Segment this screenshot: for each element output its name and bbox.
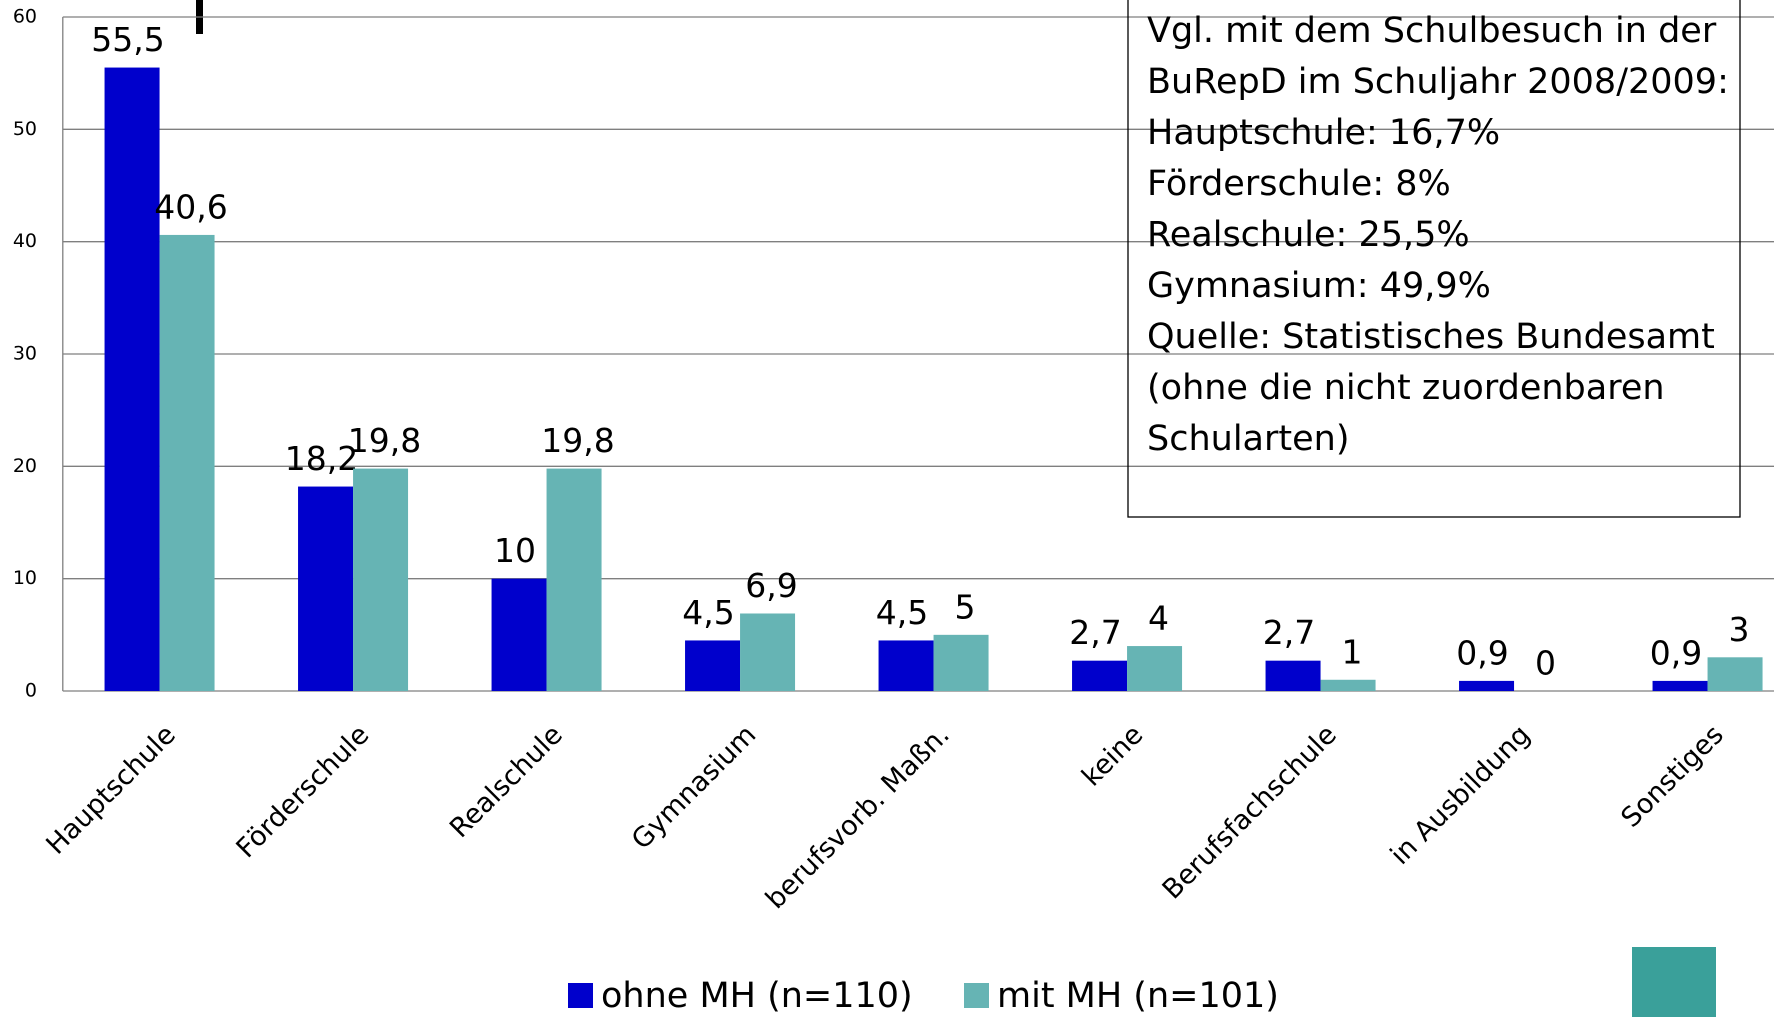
- bar: [159, 234, 215, 691]
- y-tick-label: 20: [13, 455, 37, 477]
- bar: [353, 468, 409, 691]
- value-label: 6,9: [745, 566, 797, 605]
- value-label: 1: [1342, 632, 1363, 671]
- value-label: 0: [1535, 644, 1556, 683]
- x-tick-label: Berufsfachschule: [1157, 719, 1343, 905]
- bar: [740, 613, 796, 691]
- value-label: 4: [1148, 599, 1169, 638]
- value-label: 10: [494, 531, 536, 570]
- bar: [546, 468, 602, 691]
- value-label: 2,7: [1069, 613, 1121, 652]
- bar: [1320, 679, 1376, 691]
- x-tick-label: in Ausbildung: [1385, 719, 1537, 871]
- value-label: 0,9: [1650, 633, 1702, 672]
- value-label: 19,8: [541, 421, 614, 460]
- bar: [685, 640, 741, 691]
- y-tick-label: 0: [25, 680, 37, 702]
- annotation-line: (ohne die nicht zuordenbaren: [1147, 368, 1665, 408]
- x-tick-label: Förderschule: [230, 719, 375, 864]
- bar: [104, 67, 160, 692]
- x-tick-label: Sonstiges: [1615, 719, 1729, 833]
- bar: [1652, 680, 1708, 691]
- legend-swatch: [964, 983, 989, 1008]
- bar: [1072, 660, 1128, 691]
- bar: [298, 486, 354, 691]
- legend-swatch: [568, 983, 593, 1008]
- bar: [1127, 646, 1183, 691]
- value-label: 2,7: [1263, 613, 1315, 652]
- annotation-line: Förderschule: 8%: [1147, 164, 1451, 204]
- x-tick-label: keine: [1076, 719, 1149, 792]
- bar: [1707, 657, 1763, 691]
- bar: [933, 634, 989, 691]
- bar: [878, 640, 934, 691]
- bar: [1265, 660, 1321, 691]
- value-label: 5: [955, 587, 976, 626]
- annotation-line: Hauptschule: 16,7%: [1147, 113, 1500, 153]
- value-label: 4,5: [876, 593, 928, 632]
- legend-label: mit MH (n=101): [997, 976, 1279, 1016]
- annotation-line: Vgl. mit dem Schulbesuch in der: [1147, 11, 1717, 51]
- y-tick-label: 40: [13, 230, 37, 252]
- x-tick-label: berufsvorb. Maßn.: [760, 719, 956, 915]
- y-tick-label: 10: [13, 567, 37, 589]
- y-tick-label: 30: [13, 343, 37, 365]
- legend-label: ohne MH (n=110): [601, 976, 913, 1016]
- value-label: 18,2: [285, 439, 358, 478]
- value-label: 3: [1729, 610, 1750, 649]
- logo: [1632, 947, 1716, 1017]
- y-tick-label: 50: [13, 118, 37, 140]
- bar: [1459, 680, 1515, 691]
- x-tick-label: Realschule: [444, 719, 569, 844]
- annotation-line: Realschule: 25,5%: [1147, 215, 1470, 255]
- value-label: 4,5: [682, 593, 734, 632]
- value-label: 19,8: [348, 421, 421, 460]
- x-tick-label: Hauptschule: [40, 719, 181, 860]
- y-tick-label: 60: [13, 6, 37, 28]
- annotation-line: Gymnasium: 49,9%: [1147, 266, 1491, 306]
- annotation-line: Quelle: Statistisches Bundesamt: [1147, 317, 1715, 357]
- value-label: 40,6: [154, 187, 227, 226]
- annotation-line: Schularten): [1147, 419, 1349, 459]
- value-label: 55,5: [91, 20, 164, 59]
- annotation-line: BuRepD im Schuljahr 2008/2009:: [1147, 62, 1729, 102]
- value-label: 0,9: [1456, 633, 1508, 672]
- bar: [491, 578, 547, 691]
- annotation-box: [1127, 0, 1741, 518]
- x-tick-label: Gymnasium: [626, 719, 762, 855]
